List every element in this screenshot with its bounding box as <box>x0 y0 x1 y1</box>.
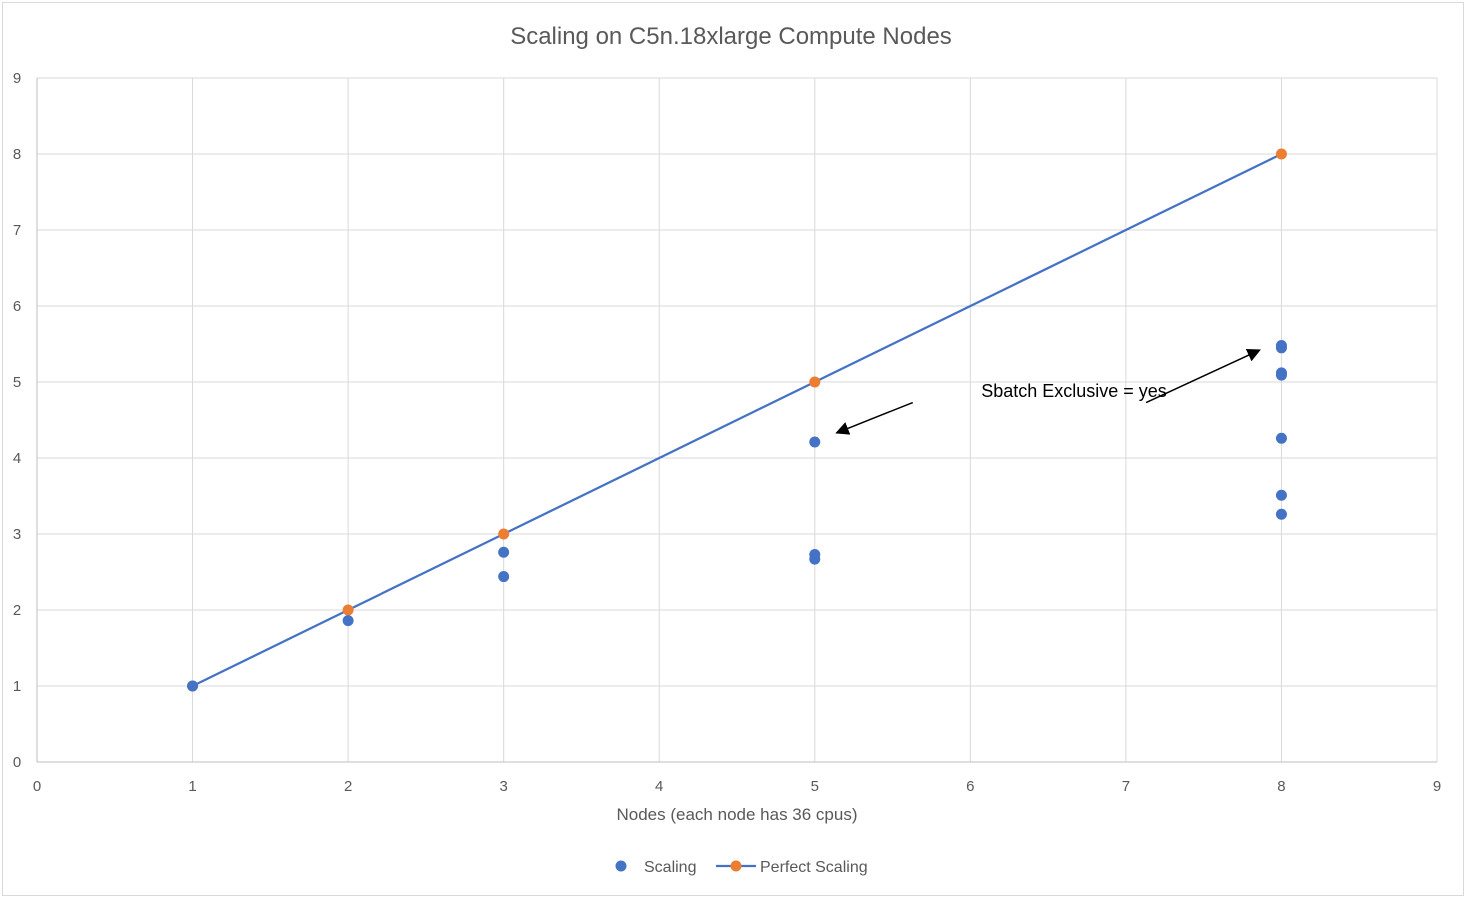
x-axis-label: Nodes (each node has 36 cpus) <box>617 805 858 824</box>
series-layer <box>187 148 1287 692</box>
legend-item-scaling: Scaling <box>615 859 696 876</box>
x-tick-label: 1 <box>188 778 196 795</box>
axes: 0 1 2 3 4 5 6 7 8 9 0 1 2 3 4 5 6 7 8 9 <box>13 70 1441 795</box>
y-tick-label: 4 <box>13 450 21 467</box>
scaling-point <box>498 546 510 558</box>
legend-item-perfect-scaling: Perfect Scaling <box>716 859 868 876</box>
legend: Scaling Perfect Scaling <box>615 859 868 876</box>
x-tick-label: 0 <box>33 778 41 795</box>
scaling-point <box>1275 508 1287 520</box>
legend-marker-scaling <box>615 860 627 872</box>
y-tick-label: 9 <box>13 70 21 87</box>
x-tick-label: 5 <box>811 778 819 795</box>
x-tick-label: 9 <box>1433 778 1441 795</box>
y-tick-label: 8 <box>13 146 21 163</box>
annotation-layer: Sbatch Exclusive = yes <box>835 349 1261 435</box>
perfect-scaling-point <box>809 376 821 388</box>
y-tick-label: 6 <box>13 298 21 315</box>
y-tick-label: 5 <box>13 374 21 391</box>
scaling-point <box>342 615 354 627</box>
scaling-point <box>1275 489 1287 501</box>
x-tick-label: 3 <box>499 778 507 795</box>
chart-title: Scaling on C5n.18xlarge Compute Nodes <box>510 23 952 50</box>
scaling-point <box>1275 432 1287 444</box>
scaling-point <box>809 436 821 448</box>
scaling-point <box>809 553 821 565</box>
y-tick-label: 7 <box>13 222 21 239</box>
annotation-text: Sbatch Exclusive = yes <box>981 381 1167 401</box>
x-tick-label: 2 <box>344 778 352 795</box>
scaling-point <box>1275 369 1287 381</box>
y-tick-label: 3 <box>13 526 21 543</box>
y-tick-label: 2 <box>13 602 21 619</box>
y-tick-label: 1 <box>13 678 21 695</box>
annotation-arrow <box>835 401 914 435</box>
x-tick-label: 8 <box>1277 778 1285 795</box>
legend-marker-perfect-scaling <box>730 860 742 872</box>
x-tick-label: 6 <box>966 778 974 795</box>
scaling-point <box>1275 342 1287 354</box>
perfect-scaling-point <box>498 528 510 540</box>
perfect-scaling-point <box>342 604 354 616</box>
scaling-point <box>498 571 510 583</box>
legend-label-perfect-scaling: Perfect Scaling <box>760 859 868 876</box>
scaling-point <box>187 680 199 692</box>
legend-label-scaling: Scaling <box>644 859 696 876</box>
gridlines <box>37 77 1438 762</box>
annotation-arrow <box>1145 349 1261 404</box>
x-tick-label: 7 <box>1122 778 1130 795</box>
y-tick-label: 0 <box>13 754 21 771</box>
perfect-scaling-point <box>1275 148 1287 160</box>
x-tick-label: 4 <box>655 778 663 795</box>
